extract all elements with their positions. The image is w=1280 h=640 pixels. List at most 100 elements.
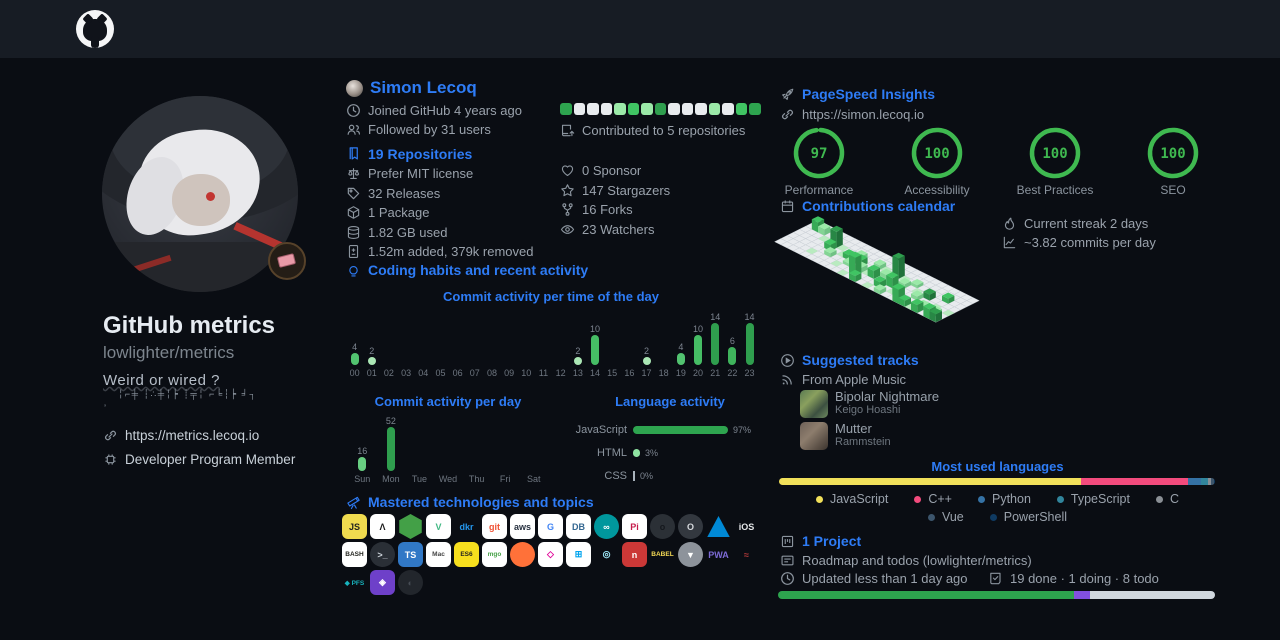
sponsor-label: 0 Sponsor <box>582 163 642 178</box>
day-bar-column: Wed <box>438 474 458 484</box>
avatar-achievement-badge <box>268 242 306 280</box>
repo-push-icon <box>560 123 575 138</box>
storage-label: 1.82 GB used <box>368 224 448 240</box>
database-icon <box>346 225 361 240</box>
project-heading[interactable]: 1 Project <box>802 533 862 549</box>
tech-badge-git: git <box>482 514 507 539</box>
membership-label: Developer Program Member <box>125 452 296 467</box>
track-title: Bipolar Nightmare <box>835 389 940 404</box>
profile-website-link[interactable]: https://metrics.lecoq.io <box>125 428 260 443</box>
tech-badge-vercel: ▼ <box>678 542 703 567</box>
legend-item: C <box>1155 492 1179 506</box>
pagespeed-heading[interactable]: PageSpeed Insights <box>802 86 936 102</box>
language-segment-TypeScript <box>1200 478 1208 485</box>
day-bar-column: 16 Sun <box>354 446 371 484</box>
mini-avatar <box>346 79 363 97</box>
contribution-square <box>722 103 734 115</box>
note-icon <box>780 553 795 568</box>
language-segment-JavaScript <box>779 478 1081 485</box>
tech-badge-nodejs <box>399 514 422 539</box>
legend-item: TypeScript <box>1056 492 1130 506</box>
time-bar-column: 2 13 <box>572 346 583 378</box>
contribution-square <box>695 103 707 115</box>
repositories-link[interactable]: 19 Repositories <box>368 145 473 162</box>
contribution-square <box>641 103 653 115</box>
legend-item: PowerShell <box>989 510 1067 524</box>
time-bar-column: 2 01 <box>366 346 377 378</box>
svg-text:100: 100 <box>1160 146 1185 162</box>
time-bar-column: 6 22 <box>727 336 738 378</box>
contribution-square <box>614 103 626 115</box>
time-bar-column: 06 <box>452 368 463 378</box>
pagespeed-url[interactable]: https://simon.lecoq.io <box>802 107 925 122</box>
play-icon <box>780 353 795 368</box>
language-activity-chart: JavaScript 97% HTML 3% CSS 0% <box>565 418 751 487</box>
tech-badge-teal-gem: ◆ PFS <box>344 579 365 587</box>
contributed-label: Contributed to 5 repositories <box>582 122 746 138</box>
track-item[interactable]: Bipolar Nightmare Keigo Hoashi <box>800 390 939 418</box>
contribution-square <box>600 103 612 115</box>
repo-icon <box>346 146 361 161</box>
project-progress-bar <box>778 591 1215 599</box>
tech-badge-bash: BASH <box>342 542 367 567</box>
legend-item: JavaScript <box>815 492 888 506</box>
calendar-heading[interactable]: Contributions calendar <box>802 198 956 214</box>
tech-badge-raspberry-pi: Pi <box>622 514 647 539</box>
tech-badge-babel: BABEL <box>651 551 674 558</box>
day-bar-column: 52 Mon <box>382 416 400 484</box>
page-title: GitHub metrics <box>103 312 276 339</box>
language-segment-Python <box>1187 478 1201 485</box>
tech-badge-electron: ◎ <box>602 549 611 559</box>
project-updated: Updated less than 1 day ago <box>802 571 968 586</box>
rss-icon <box>780 372 795 387</box>
tech-badge-google: G <box>538 514 563 539</box>
lang-activity-title: Language activity <box>615 394 725 409</box>
tech-heading[interactable]: Mastered technologies and topics <box>368 494 594 510</box>
project-icon <box>780 534 795 549</box>
streak-label: Current streak 2 days <box>1024 216 1149 231</box>
quote-glitch-text: ╎⌐╪ ┆∴╪╎┝ ┊╤╎ ⌐╘┆┝ ╛┐ <box>118 389 258 399</box>
day-bar-column: Tue <box>411 474 428 484</box>
account-name-link[interactable]: Simon Lecoq <box>370 78 477 97</box>
track-title: Mutter <box>835 421 872 436</box>
tech-badge-graphql: ◇ <box>538 542 563 567</box>
progress-segment <box>1090 591 1215 599</box>
legend-item: C++ <box>914 492 952 506</box>
tech-badge-aws: aws <box>510 514 535 539</box>
track-item[interactable]: Mutter Rammstein <box>800 422 891 450</box>
time-bar-column: 2 17 <box>641 346 652 378</box>
contribution-square <box>560 103 572 115</box>
tech-badge-arduino: ∞ <box>594 514 619 539</box>
time-chart-title: Commit activity per time of the day <box>443 289 659 304</box>
tech-badge-dark-swirl: ◐ <box>398 570 423 595</box>
tech-badge-vuejs: V <box>426 514 451 539</box>
tech-badge-shell-terminal: >_ <box>370 542 395 567</box>
time-bar-column: 10 14 <box>589 324 600 378</box>
svg-text:97: 97 <box>811 146 828 162</box>
github-logo-icon[interactable] <box>76 10 114 48</box>
languages-legend-row2: Vue PowerShell <box>780 510 1215 524</box>
language-segment-C <box>1207 478 1212 485</box>
languages-stacked-bar <box>779 478 1215 485</box>
time-bar-column: 02 <box>383 368 394 378</box>
legend-item: Vue <box>927 510 964 524</box>
tech-badge-database: DB <box>566 514 591 539</box>
album-art <box>800 390 828 418</box>
flame-icon <box>1002 216 1017 231</box>
star-icon <box>560 183 575 198</box>
contribution-squares <box>560 103 761 115</box>
time-bar-column: 16 <box>624 368 635 378</box>
diff-label: 1.52m added, 379k removed <box>368 244 534 259</box>
tech-badge-docker: dkr <box>459 521 474 532</box>
time-bar-column: 03 <box>401 368 412 378</box>
tech-badge-github-octocat: ᴏ <box>650 514 675 539</box>
law-icon <box>346 166 361 181</box>
package-label: 1 Package <box>368 205 430 220</box>
habits-heading[interactable]: Coding habits and recent activity <box>368 262 589 278</box>
language-activity-row: HTML 3% <box>597 446 659 459</box>
time-bar-column: 04 <box>418 368 429 378</box>
tech-badge-windows: ⊞ <box>566 542 591 567</box>
tracks-heading[interactable]: Suggested tracks <box>802 352 919 368</box>
